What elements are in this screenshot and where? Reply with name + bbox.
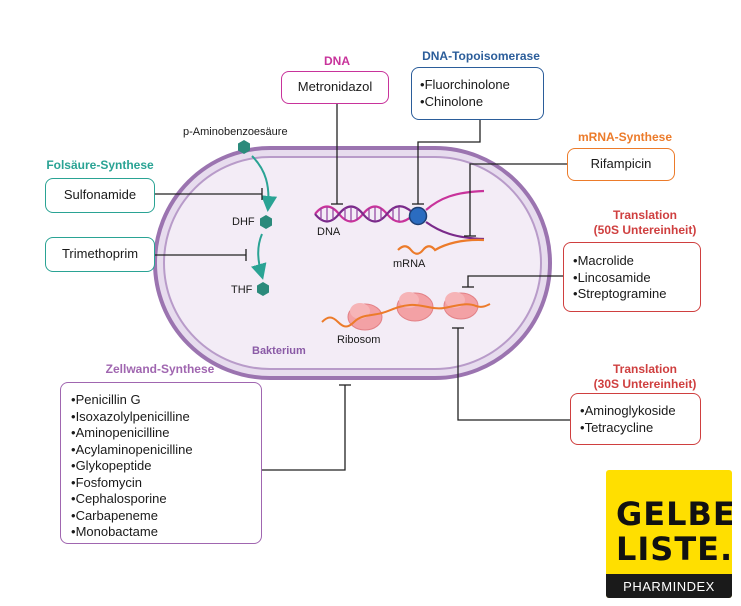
sulfonamide-box: Sulfonamide — [45, 178, 155, 213]
bacterium-cell-inner — [163, 156, 542, 370]
dna-helix — [314, 189, 485, 241]
dhf-label: DHF — [232, 216, 255, 228]
drug-item: Streptogramine — [573, 286, 700, 303]
inhibit-30s — [457, 328, 570, 421]
inhibit-rifampicin — [469, 163, 567, 236]
topoisomerase-enzyme — [408, 206, 428, 226]
paba-molecule — [238, 140, 250, 154]
trimethoprim-box: Trimethoprim — [45, 237, 155, 272]
drug-item: Isoxazolylpenicilline — [71, 409, 261, 426]
cellwall-synthesis-header: Zellwand-Synthese — [105, 362, 215, 376]
drug-item: Monobactame — [71, 524, 261, 541]
topoisomerase-header: DNA-Topoisomerase — [422, 49, 540, 63]
drug-item: Tetracycline — [580, 420, 700, 437]
folate-synthesis-header: Folsäure-Synthese — [46, 158, 154, 172]
paba-label: p-Aminobenzoesäure — [183, 126, 288, 138]
drug-item: Penicillin G — [71, 392, 261, 409]
ribosome-label: Ribosom — [337, 334, 381, 346]
folate-arrow-1 — [251, 155, 278, 212]
dna-header: DNA — [324, 54, 350, 68]
dhf-molecule — [260, 215, 272, 229]
bacterium-label: Bakterium — [252, 345, 306, 357]
mrna-strand — [397, 238, 485, 255]
inhibit-topo — [417, 120, 481, 204]
mrna-label: mRNA — [393, 258, 426, 270]
gelbe-liste-logo: GELBE LISTE. PHARMINDEX — [606, 470, 732, 598]
drug-item: Fluorchinolone — [420, 77, 543, 94]
logo-subtitle: PHARMINDEX — [606, 574, 732, 598]
translation-50s-header: Translation (50S Untereinheit) — [593, 208, 697, 237]
drug-item: Aminopenicilline — [71, 425, 261, 442]
metronidazol-box: Metronidazol — [281, 71, 389, 104]
mrna-synthesis-header: mRNA-Synthese — [577, 130, 673, 144]
ribosome-group — [321, 292, 491, 331]
drug-item: Carbapeneme — [71, 508, 261, 525]
drug-item: Fosfomycin — [71, 475, 261, 492]
cellwall-drug-box: Penicillin G Isoxazolylpenicilline Amino… — [60, 382, 262, 544]
drug-item: Chinolone — [420, 94, 543, 111]
topoisomerase-drug-box: Fluorchinolone Chinolone — [411, 67, 544, 120]
translation-50s-drug-box: Macrolide Lincosamide Streptogramine — [563, 242, 701, 312]
dna-label: DNA — [317, 226, 341, 238]
drug-item: Acylaminopenicilline — [71, 442, 261, 459]
drug-item: Lincosamide — [573, 270, 700, 287]
translation-30s-header: Translation (30S Untereinheit) — [593, 362, 697, 391]
logo-line-2: LISTE. — [616, 530, 732, 568]
translation-30s-drug-box: Aminoglykoside Tetracycline — [570, 393, 701, 445]
thf-molecule — [257, 282, 269, 296]
inhibit-cellwall — [262, 385, 346, 471]
drug-item: Aminoglykoside — [580, 403, 700, 420]
thf-label: THF — [231, 284, 253, 296]
drug-item: Glykopeptide — [71, 458, 261, 475]
drug-item: Macrolide — [573, 253, 700, 270]
folate-arrow-2 — [251, 233, 267, 280]
rifampicin-box: Rifampicin — [567, 148, 675, 181]
inhibit-50s — [467, 275, 563, 287]
logo-line-1: GELBE — [616, 495, 732, 533]
drug-item: Cephalosporine — [71, 491, 261, 508]
